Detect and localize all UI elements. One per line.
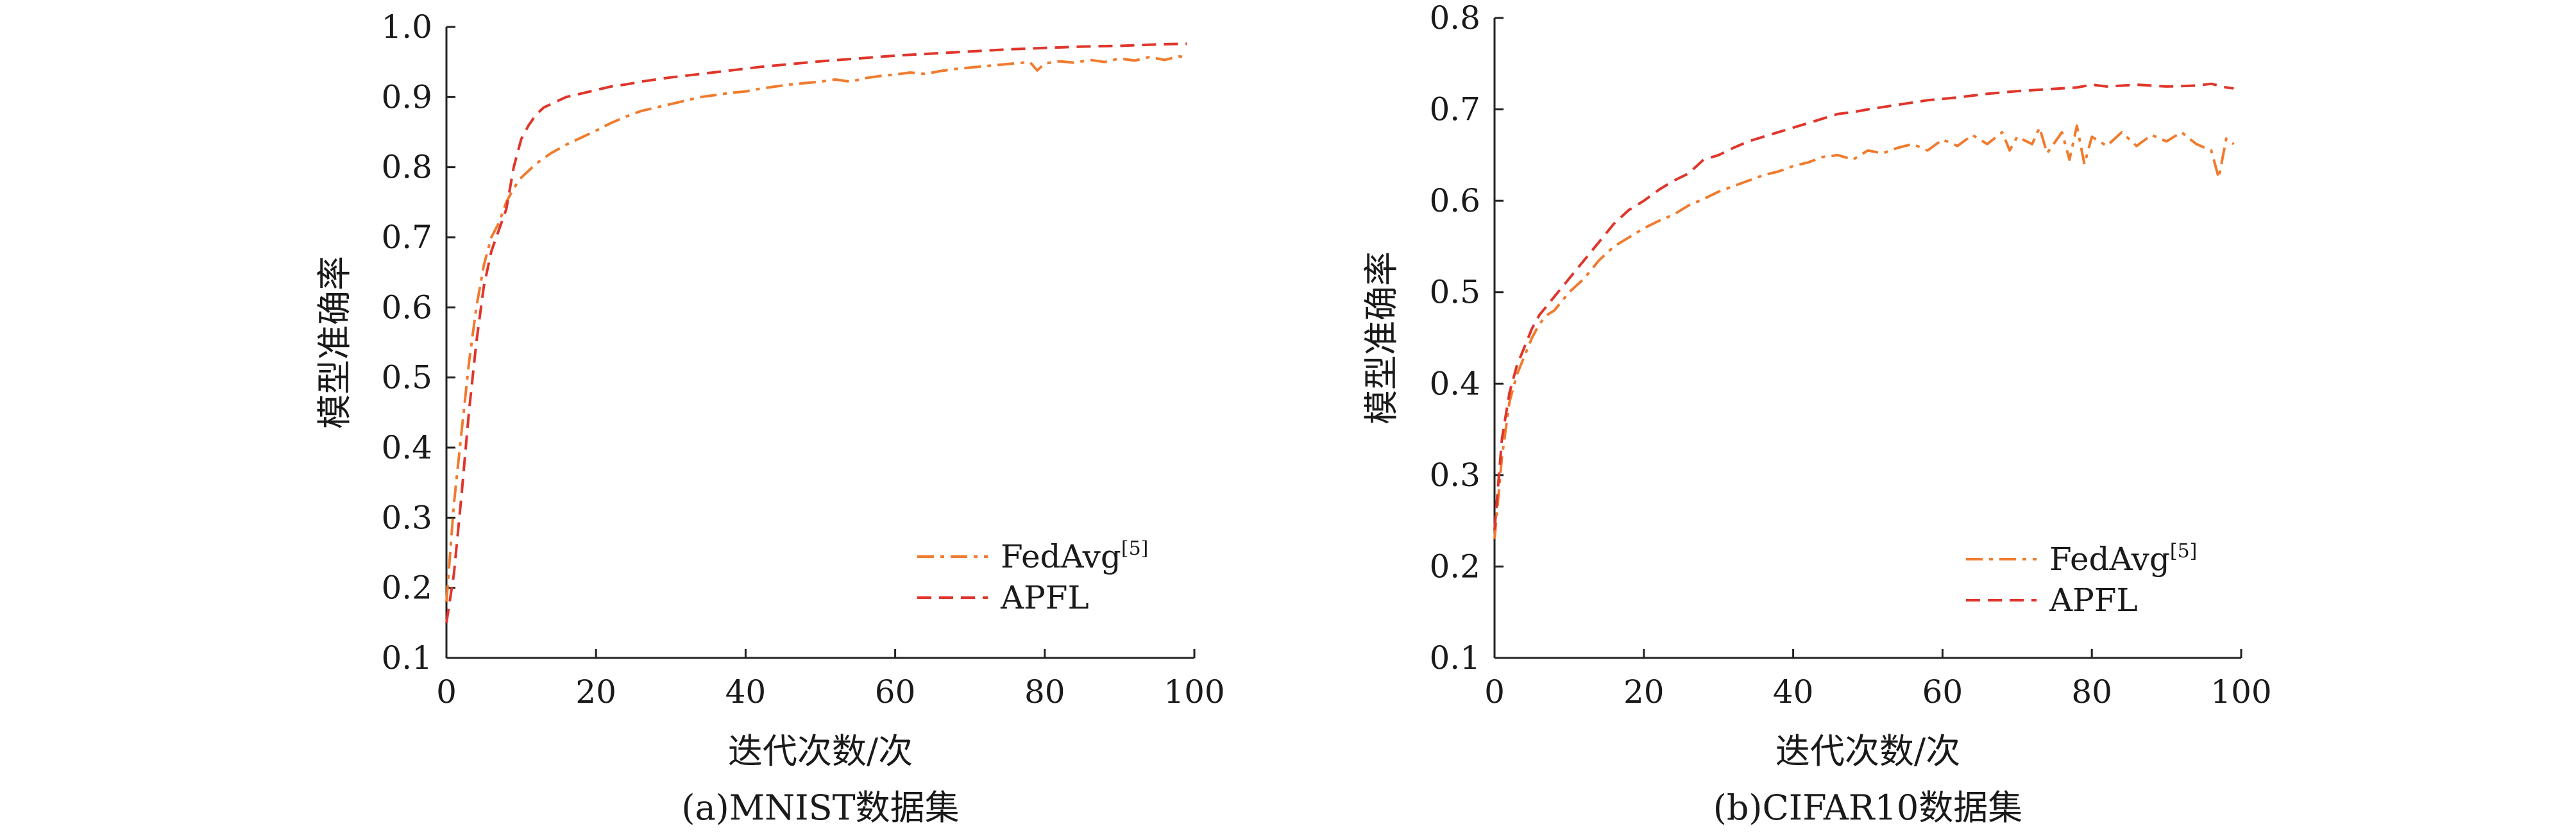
chart-b-y-tick-label: 0.8 <box>1429 0 1480 37</box>
chart-a-y-tick-label: 0.1 <box>381 639 432 677</box>
chart-b-y-tick-label: 0.5 <box>1429 274 1480 311</box>
chart-a-y-tick-label: 0.9 <box>381 78 432 115</box>
chart-b-y-tick-label: 0.6 <box>1429 182 1480 219</box>
chart-b-legend-label-apfl: APFL <box>2049 582 2138 619</box>
chart-a-x-axis-label: 迭代次数/次 <box>728 731 913 771</box>
chart-b-caption: (b)CIFAR10数据集 <box>1713 787 2023 828</box>
chart-b-x-tick-label: 100 <box>2210 673 2271 711</box>
chart-a-legend: FedAvg[5] APFL <box>917 537 1148 616</box>
chart-a-legend-citation: [5] <box>1121 537 1149 560</box>
chart-b-x-tick-label: 0 <box>1484 673 1505 711</box>
chart-b-series-apfl-line <box>1493 82 2234 530</box>
chart-a-y-tick-label: 0.6 <box>381 289 432 326</box>
chart-a-x-tick-label: 20 <box>575 673 616 711</box>
chart-a-y-tick-label: 0.5 <box>381 359 432 396</box>
chart-a-x-tick-label: 0 <box>436 673 457 711</box>
chart-a-x-tick-label: 40 <box>725 673 767 711</box>
chart-b-series-fedavg-line <box>1493 124 2235 539</box>
chart-a-series-apfl-line <box>445 42 1187 623</box>
chart-a-y-tick-label: 1.0 <box>381 8 432 46</box>
chart-a-y-tick-label: 0.7 <box>381 219 432 256</box>
chart-a-y-tick-label: 0.2 <box>381 569 432 607</box>
chart-a-legend-label-fedavg: FedAvg[5] <box>1001 537 1148 575</box>
chart-b-y-tick-label: 0.3 <box>1429 457 1480 494</box>
chart-b-legend-citation: [5] <box>2170 540 2198 562</box>
chart-a-y-tick-label: 0.3 <box>381 499 432 536</box>
chart-b-x-axis-label: 迭代次数/次 <box>1775 731 1960 771</box>
chart-a-caption: (a)MNIST数据集 <box>681 787 959 828</box>
chart-b: 0.1 0.2 0.3 0.4 0.5 0.6 0.7 0.8 0 20 40 60 80 100 FedA… <box>1361 0 2272 828</box>
chart-b-x-tick-label: 80 <box>2071 673 2112 711</box>
chart-b-y-tick-label: 0.7 <box>1429 91 1480 128</box>
chart-a-y-tick-label: 0.8 <box>381 149 432 186</box>
chart-a-x-tick-label: 100 <box>1164 673 1224 711</box>
chart-b-y-tick-label: 0.2 <box>1429 548 1480 585</box>
chart-b-x-tick-label: 20 <box>1623 673 1665 711</box>
chart-a-legend-label-apfl: APFL <box>1000 579 1089 616</box>
chart-b-x-tick-label: 60 <box>1922 673 1963 711</box>
chart-a-y-axis-label: 模型准确率 <box>314 256 355 429</box>
chart-b-y-axis-label: 模型准确率 <box>1361 251 1402 425</box>
chart-b-legend-label-fedavg: FedAvg[5] <box>2049 540 2197 578</box>
chart-a: 0.1 0.2 0.3 0.4 0.5 0.6 0.7 0.8 0.9 1.0 0 20 40 60 80 1… <box>314 8 1225 828</box>
chart-b-legend: FedAvg[5] APFL <box>1966 540 2197 619</box>
chart-a-series-fedavg-line <box>445 55 1187 602</box>
chart-a-x-tick-label: 60 <box>875 673 916 711</box>
chart-b-x-tick-label: 40 <box>1773 673 1814 711</box>
chart-a-x-tick-label: 80 <box>1024 673 1065 711</box>
chart-a-y-tick-label: 0.4 <box>381 429 432 466</box>
chart-b-y-tick-label: 0.4 <box>1429 365 1480 402</box>
chart-b-y-tick-label: 0.1 <box>1429 639 1480 677</box>
